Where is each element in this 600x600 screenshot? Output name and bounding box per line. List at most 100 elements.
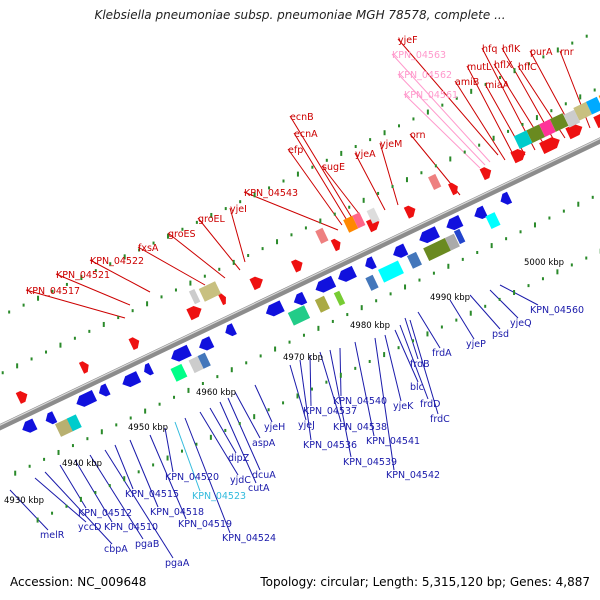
gene-label-kpn-04562: KPN_04562	[398, 70, 452, 81]
tick-mark	[593, 88, 596, 92]
reverse-gene-arrow	[22, 418, 38, 433]
reverse-gene-arrow	[76, 390, 98, 407]
tick-mark	[354, 366, 357, 370]
map-title: Klebsiella pneumoniae subsp. pneumoniae …	[94, 8, 506, 22]
accession-label: Accession: NC_009648	[10, 575, 147, 589]
gene-label-cbpa: cbpA	[104, 544, 128, 555]
tick-mark	[146, 301, 149, 307]
tick-mark	[375, 299, 378, 303]
gene-label-yccd: yccD	[78, 522, 101, 533]
gene-label-psd: psd	[492, 329, 509, 340]
tick-mark	[426, 109, 429, 115]
tick-mark	[405, 177, 408, 183]
reverse-gene-box	[423, 238, 451, 262]
tick-mark	[333, 212, 336, 216]
tick-mark	[498, 297, 501, 301]
callout-line	[74, 459, 113, 523]
tick-mark	[455, 318, 458, 322]
gene-label-kpn-04523: KPN_04523	[192, 491, 246, 502]
gene-label-yjem: yjeM	[380, 139, 402, 150]
gene-label-kpn-04522: KPN_04522	[90, 256, 144, 267]
callout-line	[391, 53, 491, 163]
callout-line	[397, 38, 499, 156]
forward-gene-arrow	[565, 124, 583, 140]
gene-label-kpn-04560: KPN_04560	[530, 305, 584, 316]
tick-mark	[65, 504, 68, 508]
tick-mark	[577, 201, 580, 207]
tick-mark	[282, 401, 285, 405]
gene-label-efp: efp	[288, 145, 303, 156]
tick-mark	[201, 382, 204, 386]
tick-mark	[296, 171, 299, 177]
tick-mark	[362, 197, 365, 203]
gene-label-aspa: aspA	[252, 438, 276, 449]
tick-mark	[340, 150, 343, 156]
gene-label-hflk: hflK	[502, 44, 521, 55]
gene-label-pgab: pgaB	[135, 539, 159, 550]
tick-mark	[14, 470, 17, 476]
callout-line	[129, 439, 159, 508]
callout-line	[399, 324, 429, 400]
callout-line	[374, 337, 395, 471]
callout-line	[329, 349, 352, 458]
tick-mark	[16, 363, 19, 369]
gene-label-kpn-04541: KPN_04541	[366, 436, 420, 447]
tick-mark	[591, 195, 594, 199]
gene-label-kpn-04510: KPN_04510	[104, 522, 158, 533]
callout-line	[199, 411, 239, 476]
gene-label-kpn-04543: KPN_04543	[244, 188, 298, 199]
forward-gene-box	[352, 212, 366, 229]
ruler-labels-layer: 4930 kbp 4940 kbp 4950 kbp 4960 kbp 4970 kbp…	[4, 258, 564, 506]
gene-label-kpn-04563: KPN_04563	[392, 50, 446, 61]
tick-mark	[542, 55, 545, 59]
callout-line	[114, 444, 134, 490]
tick-mark	[513, 290, 516, 296]
tick-mark	[117, 316, 120, 320]
tick-mark	[261, 247, 264, 251]
tick-mark	[556, 269, 559, 275]
callout-line	[243, 191, 339, 231]
tick-mark	[319, 218, 322, 224]
gene-label-kpn-04517: KPN_04517	[26, 286, 80, 297]
reverse-gene-box	[453, 228, 466, 245]
callout-line	[454, 80, 506, 161]
reverse-gene-box	[365, 274, 379, 291]
tick-mark	[505, 237, 508, 241]
gene-label-groel: groEL	[198, 214, 226, 225]
tick-mark	[440, 325, 443, 329]
tick-mark	[218, 267, 221, 271]
forward-gene-box	[188, 288, 201, 305]
tick-mark	[519, 230, 522, 234]
reverse-gene-arrow	[199, 336, 215, 351]
tick-mark	[129, 416, 132, 420]
forward-gene-box	[549, 113, 569, 132]
tick-mark	[71, 444, 74, 448]
tick-mark	[484, 82, 487, 86]
gene-label-kpn-04512: KPN_04512	[78, 508, 132, 519]
tick-mark	[180, 449, 183, 453]
tick-mark	[232, 259, 235, 265]
reverse-gene-arrow	[45, 411, 58, 425]
gene-label-pgaa: pgaA	[165, 558, 190, 569]
callout-line	[44, 471, 113, 545]
gene-label-yjek: yjeK	[393, 401, 414, 412]
genome-summary: Topology: circular; Length: 5,315,120 bp…	[260, 575, 590, 589]
tick-mark	[123, 254, 126, 260]
gene-label-kpn-04524: KPN_04524	[222, 533, 276, 544]
callout-line	[489, 289, 519, 319]
backbone	[0, 137, 600, 431]
tick-mark	[30, 357, 33, 361]
callout-line	[149, 434, 187, 520]
gene-label-kpn-04518: KPN_04518	[150, 507, 204, 518]
tick-mark	[369, 138, 372, 142]
tick-mark	[288, 340, 291, 344]
tick-mark	[383, 130, 386, 136]
forward-gene-arrow	[365, 218, 380, 233]
tick-mark	[550, 109, 553, 113]
tick-mark	[412, 339, 415, 343]
tick-mark	[499, 76, 502, 80]
tick-mark	[527, 62, 530, 66]
tick-mark	[123, 476, 126, 482]
callout-line	[289, 115, 353, 219]
tick-mark	[420, 171, 423, 175]
